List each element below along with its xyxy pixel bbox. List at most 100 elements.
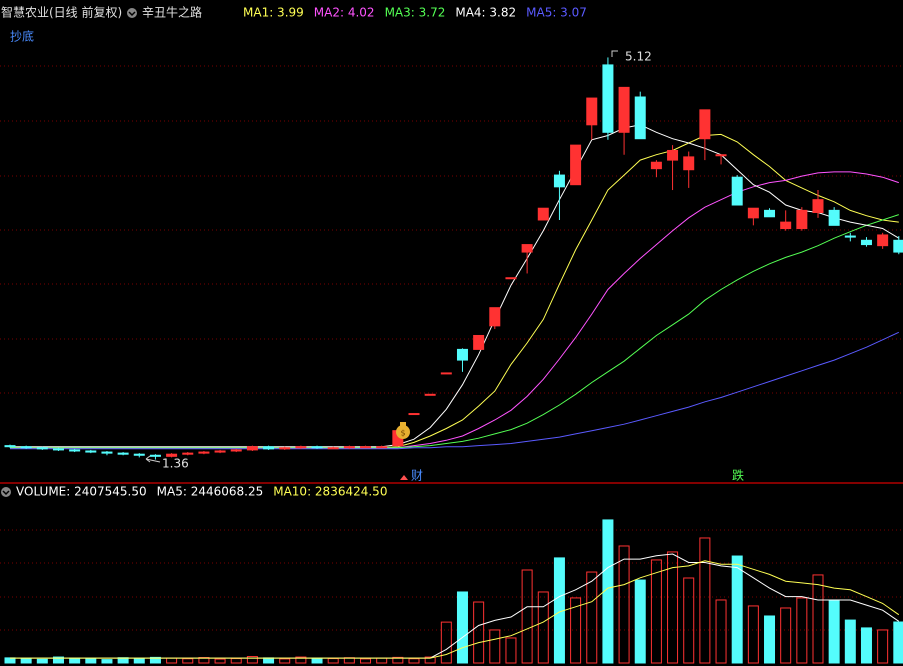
candle-body <box>796 209 808 230</box>
candle-body <box>667 149 679 161</box>
candle-body <box>198 451 210 454</box>
candle-body <box>764 209 776 218</box>
candle-body <box>149 454 161 457</box>
money-bag-icon: $ <box>396 422 410 439</box>
candle-body <box>214 450 226 453</box>
candle-body <box>456 348 468 361</box>
candle-body <box>343 446 355 449</box>
volume-bar <box>182 658 194 664</box>
high-label: 5.12 <box>625 50 652 64</box>
volume-bar <box>52 656 64 664</box>
candle-body <box>893 239 903 253</box>
candle-body <box>117 452 129 455</box>
menu-icon-arrow <box>128 11 136 17</box>
candle-body <box>408 413 420 416</box>
legend-entry: MA10: 2836424.50 <box>273 485 387 499</box>
candle-body <box>246 446 258 451</box>
volume-bar <box>537 591 549 664</box>
volume-bar <box>360 658 372 664</box>
candle-body <box>780 221 792 230</box>
legend-entry: MA1: 3.99 <box>243 6 304 20</box>
menu-icon[interactable] <box>127 8 137 18</box>
candle-body <box>650 161 662 170</box>
volume-bar <box>877 629 889 664</box>
candle-body <box>263 446 275 450</box>
volume-bar <box>473 601 485 664</box>
candle-body <box>4 445 16 448</box>
candle-body <box>489 307 501 327</box>
chart-title[interactable]: 智慧农业(日线 前复权) <box>1 5 122 20</box>
candle-body <box>20 446 32 449</box>
candle-body <box>553 174 565 188</box>
grid <box>0 65 903 631</box>
volume-bar <box>618 545 630 664</box>
candle-body <box>52 448 64 451</box>
indicator-name[interactable]: 辛丑牛之路 <box>142 5 202 20</box>
volume-bar <box>311 657 323 664</box>
candle-body <box>731 176 743 206</box>
legend: VOLUME: 2407545.50 MA5: 2446068.25 MA10: 2… <box>16 485 387 499</box>
volume-bar <box>796 597 808 664</box>
volume-bar <box>36 658 48 664</box>
volume-bar <box>4 657 16 664</box>
volume-bar <box>860 627 872 664</box>
volume-bar <box>263 657 275 664</box>
volume-bar <box>198 657 210 664</box>
volume-bar <box>667 551 679 664</box>
candle-body <box>133 453 145 456</box>
volume-bar <box>634 579 646 664</box>
volume-bar <box>133 657 145 664</box>
candle-body <box>295 446 307 449</box>
volume-bar <box>85 658 97 664</box>
legend-entry: MA3: 3.72 <box>385 6 446 20</box>
candle-body <box>618 86 630 133</box>
candle-body <box>230 449 242 452</box>
volume-bar <box>408 658 420 664</box>
volume-bar <box>683 577 695 664</box>
candle-body <box>360 446 372 449</box>
volume-bar <box>844 619 856 664</box>
signal-label: 抄底 <box>10 29 34 44</box>
volume-bar <box>715 599 727 664</box>
volume-bar <box>731 555 743 664</box>
legend-entry: MA2: 4.02 <box>314 6 375 20</box>
legend: MA1: 3.99 MA2: 4.02 MA3: 3.72 MA4: 3.82 MA5:… <box>243 6 587 20</box>
high-pointer <box>611 50 618 57</box>
volume-menu-icon[interactable] <box>1 487 11 497</box>
up-marker-icon <box>400 475 408 480</box>
volume-bar <box>602 519 614 664</box>
candle-body <box>521 244 533 253</box>
volume-bar <box>764 615 776 664</box>
legend-entry: MA5: 3.07 <box>526 6 587 20</box>
candle-body <box>537 207 549 221</box>
marker-down: 跌 <box>732 468 744 483</box>
volume-bar <box>812 574 824 664</box>
candle-body <box>279 447 291 450</box>
volume-bar <box>456 591 468 664</box>
volume-bar <box>20 658 32 664</box>
candle-body <box>69 449 81 452</box>
volume-bar <box>214 658 226 664</box>
volume-bar <box>246 656 258 664</box>
candle-body <box>602 64 614 133</box>
volume-bar <box>69 657 81 664</box>
candle-body <box>860 239 872 246</box>
candle-body <box>683 156 695 171</box>
candle-body <box>166 453 178 457</box>
low-label: 1.36 <box>162 457 189 471</box>
candle-body <box>440 372 452 375</box>
legend-entry: MA4: 3.82 <box>455 6 516 20</box>
ma-line <box>10 331 900 450</box>
volume-bar <box>893 621 903 664</box>
candle-body <box>85 450 97 453</box>
candle-body <box>182 452 194 455</box>
candle-body <box>570 144 582 186</box>
candle-body <box>877 234 889 247</box>
ma-line <box>10 124 900 448</box>
candle-body <box>747 207 759 219</box>
volume-bar <box>424 656 436 664</box>
legend-entry: VOLUME: 2407545.50 <box>16 485 147 499</box>
candle-body <box>699 109 711 140</box>
